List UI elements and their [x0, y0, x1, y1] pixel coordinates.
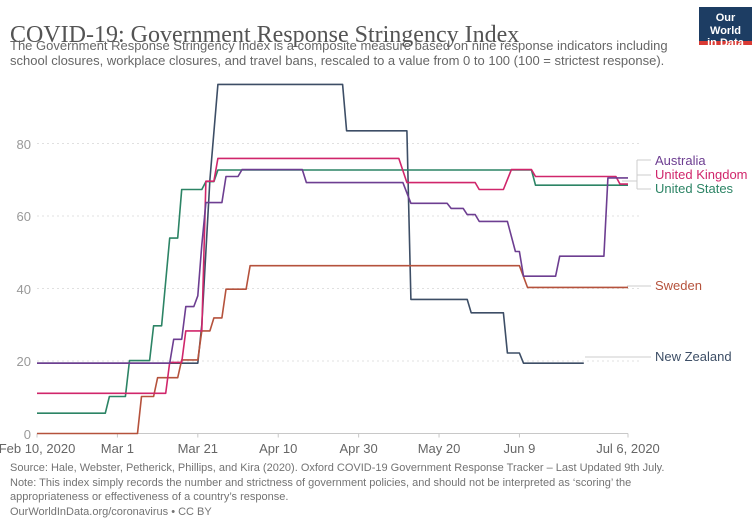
x-tick-label: Mar 1	[100, 441, 135, 456]
series-label-united-states[interactable]: United States	[655, 181, 734, 196]
x-tick-label: Apr 30	[339, 441, 378, 456]
x-tick-label: Jun 9	[503, 441, 536, 456]
y-tick-label: 40	[16, 281, 31, 297]
series-line-new-zealand	[37, 83, 584, 365]
series-line-united-states	[37, 169, 628, 415]
x-tick-label: May 20	[417, 441, 461, 456]
series-label-sweden[interactable]: Sweden	[655, 278, 702, 293]
series-line-australia	[37, 168, 628, 365]
x-tick-label: Apr 10	[259, 441, 298, 456]
source-line: Source: Hale, Webster, Petherick, Philli…	[10, 462, 665, 474]
owid-logo-line-2: in Data	[707, 37, 744, 49]
subtitle-line-2: school closures, workplace closures, and…	[10, 52, 665, 68]
y-tick-label: 60	[16, 209, 31, 224]
series-label-new-zealand[interactable]: New Zealand	[655, 349, 732, 364]
y-tick-label: 0	[23, 426, 31, 442]
attribution-link[interactable]: OurWorldInData.org/coronavirus • CC BY	[10, 505, 212, 518]
series-line-sweden	[37, 264, 628, 435]
x-tick-label: Mar 21	[177, 441, 219, 456]
x-tick-label: Jul 6, 2020	[596, 441, 660, 456]
note-line-2: appropriateness or effectiveness of a co…	[10, 491, 289, 503]
series-label-australia[interactable]: Australia	[655, 153, 706, 168]
y-tick-label: 80	[16, 136, 31, 152]
owid-logo-line-1: Our World	[710, 12, 741, 37]
note-line-1: Note: This index simply records the numb…	[10, 476, 632, 489]
chart-footer: Source: Hale, Webster, Petherick, Philli…	[10, 461, 664, 519]
chart-subtitle: The Government Response Stringency Index…	[10, 38, 668, 68]
series-label-united-kingdom[interactable]: United Kingdom	[655, 167, 748, 182]
y-tick-label: 20	[16, 354, 31, 369]
owid-logo[interactable]: Our World in Data	[699, 7, 752, 49]
x-tick-label: Feb 10, 2020	[0, 441, 76, 456]
series-line-united-kingdom	[37, 157, 628, 395]
subtitle-line-1: The Government Response Stringency Index…	[10, 38, 668, 53]
page-title: COVID-19: Government Response Stringency…	[10, 22, 520, 49]
